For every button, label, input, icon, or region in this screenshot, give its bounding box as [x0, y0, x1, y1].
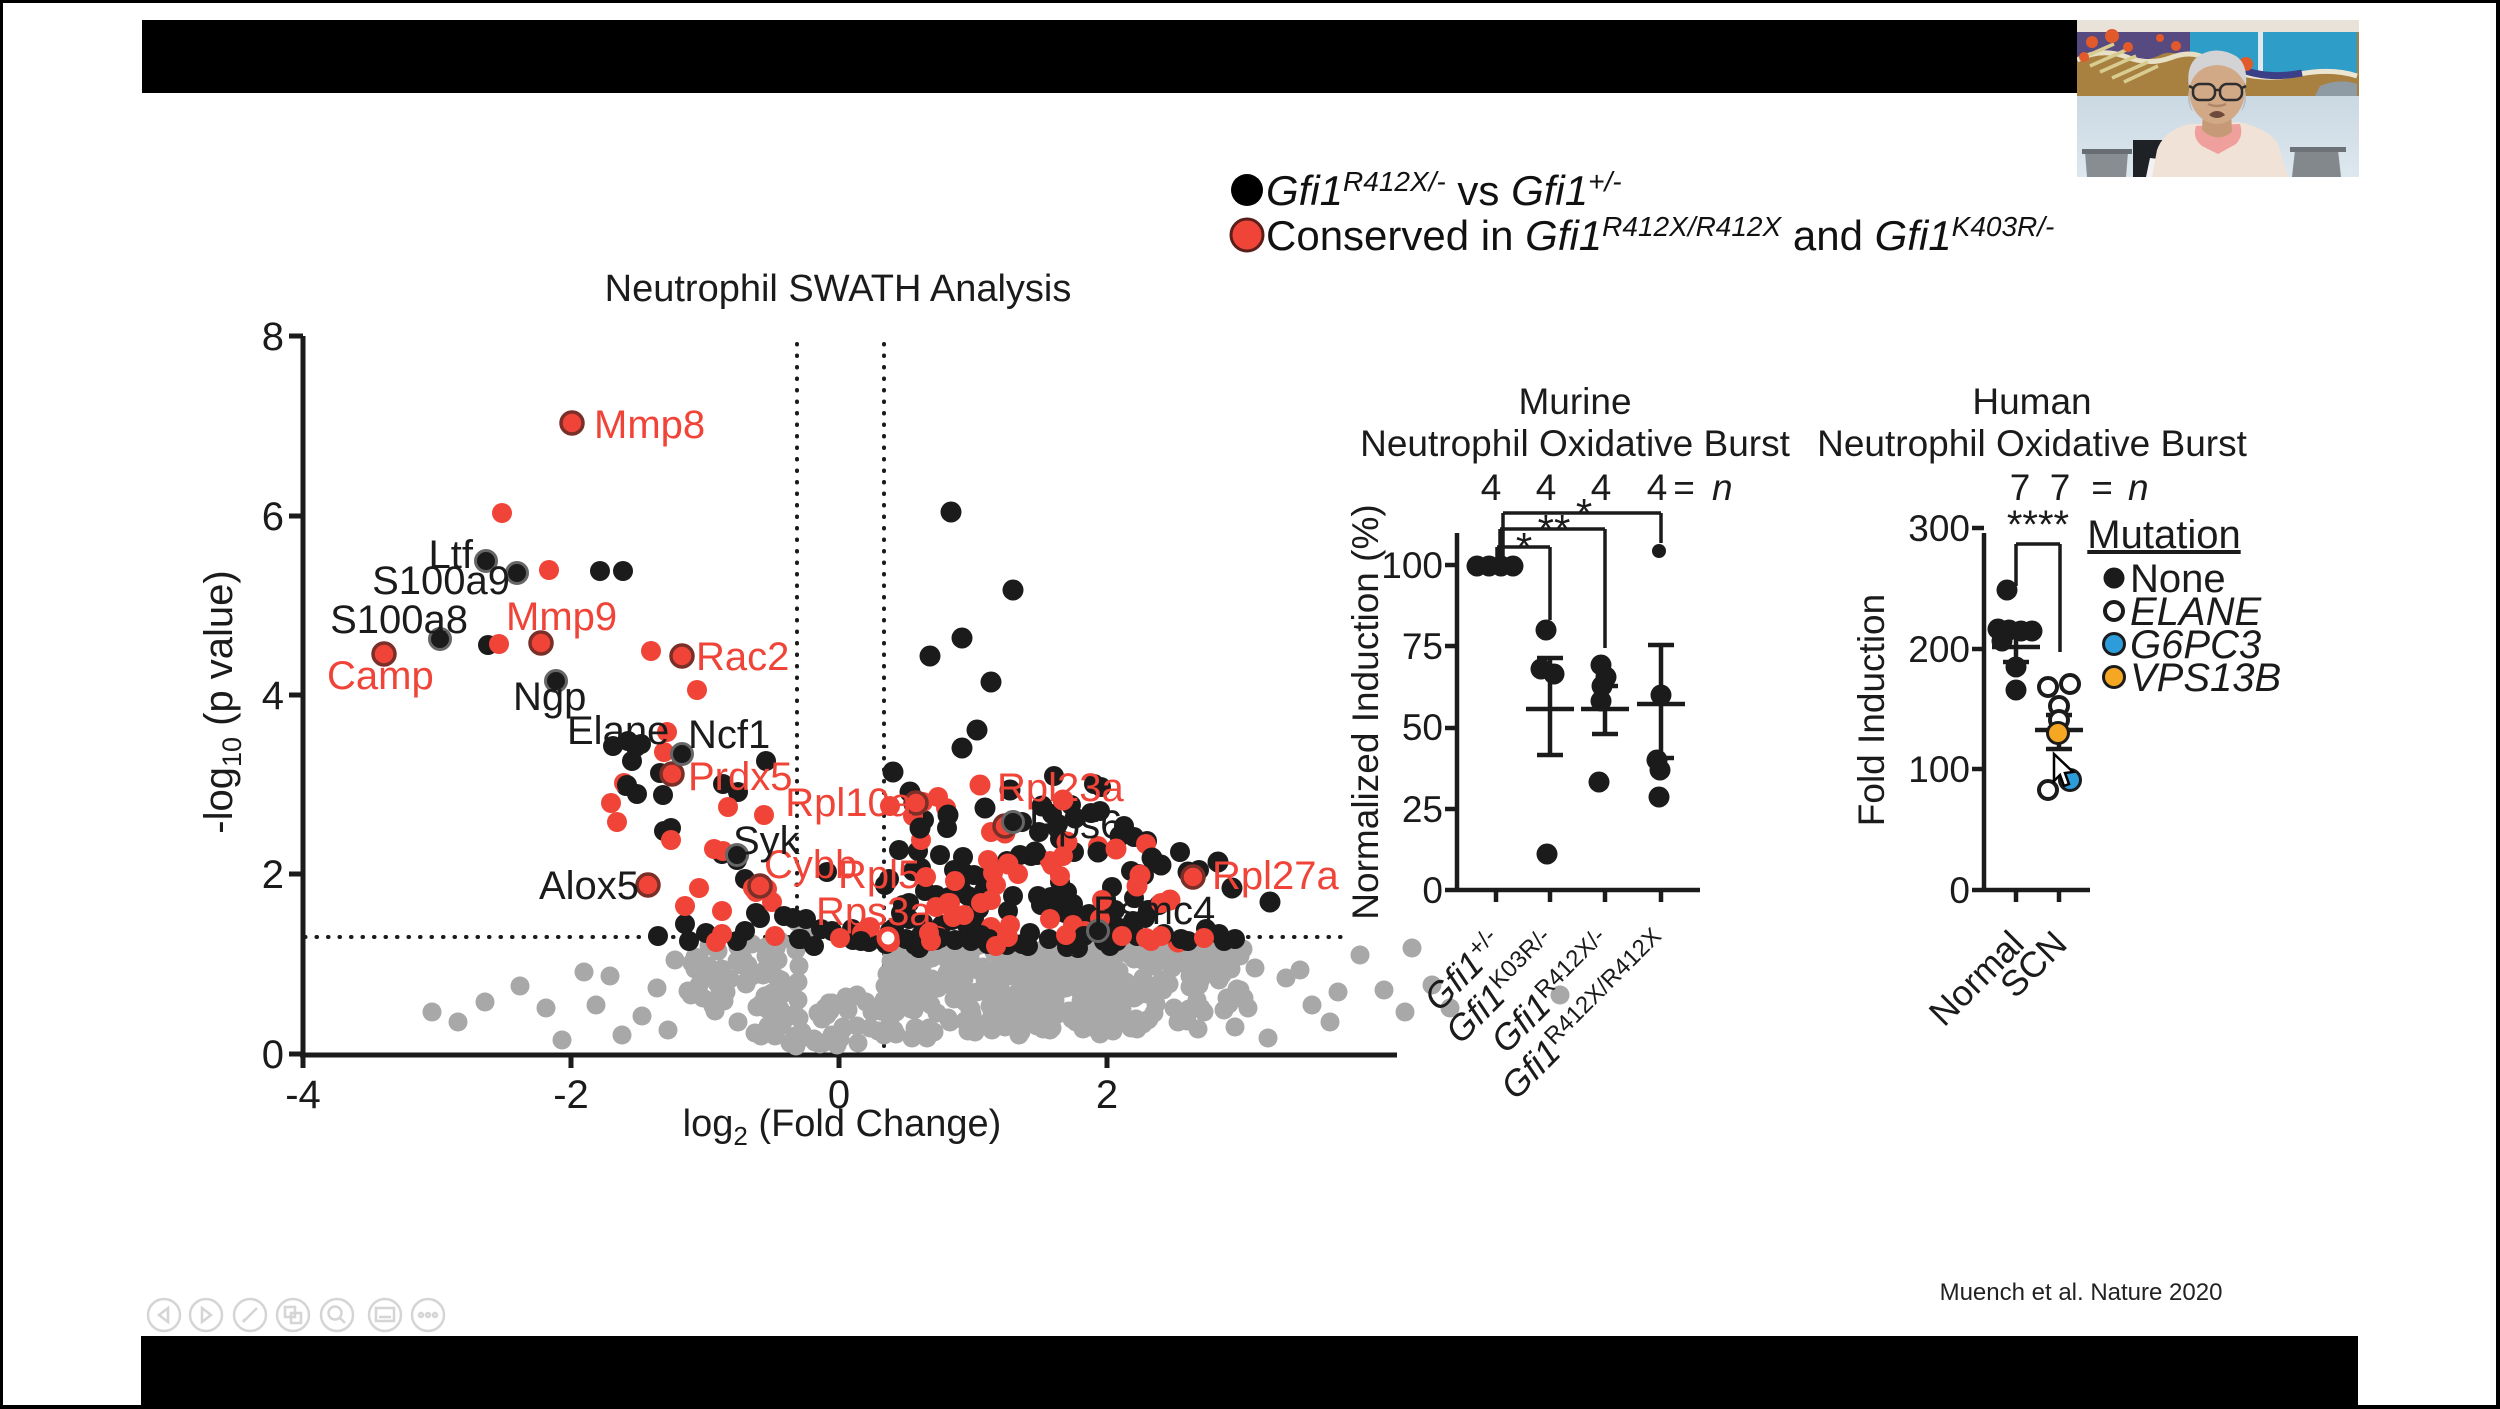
svg-text:100: 100	[1908, 749, 1970, 790]
svg-text:Rps3a: Rps3a	[816, 890, 932, 934]
svg-text:Mutation: Mutation	[2087, 513, 2240, 557]
svg-text:Rps6: Rps6	[1029, 803, 1122, 847]
svg-text:Gfi1R412X/- vs Gfi1+/-: Gfi1R412X/- vs Gfi1+/-	[1266, 166, 1622, 214]
svg-text:7: 7	[2010, 467, 2031, 508]
svg-text:Mmp9: Mmp9	[506, 595, 617, 639]
svg-text:Cybb: Cybb	[764, 843, 857, 887]
svg-text:4: 4	[262, 674, 284, 718]
svg-text:100: 100	[1381, 545, 1443, 586]
svg-text:0: 0	[1949, 870, 1970, 911]
svg-text:2: 2	[262, 853, 284, 897]
svg-text:Conserved in Gfi1R412X/R412X a: Conserved in Gfi1R412X/R412X and Gfi1K40…	[1266, 211, 2054, 259]
svg-text:Rpl23a: Rpl23a	[997, 766, 1125, 810]
svg-text:-4: -4	[285, 1073, 321, 1117]
svg-text:S100a9: S100a9	[372, 559, 510, 603]
svg-text:25: 25	[1402, 789, 1443, 830]
svg-text:0: 0	[262, 1033, 284, 1077]
svg-text:*: *	[1516, 524, 1532, 571]
svg-text:Alox5: Alox5	[539, 864, 639, 908]
svg-text:7: 7	[2050, 467, 2071, 508]
svg-text:4: 4	[1591, 467, 1612, 508]
svg-text:Rpl5: Rpl5	[838, 853, 920, 897]
svg-text:Human: Human	[1972, 381, 2091, 422]
svg-text:300: 300	[1908, 508, 1970, 549]
svg-text:0: 0	[1422, 870, 1443, 911]
svg-text:None: None	[2130, 557, 2226, 601]
svg-text:4: 4	[1647, 467, 1668, 508]
svg-text:Neutrophil SWATH Analysis: Neutrophil SWATH Analysis	[605, 268, 1072, 310]
svg-text:8: 8	[262, 315, 284, 359]
svg-text:S100a8: S100a8	[330, 598, 468, 642]
svg-text:Neutrophil Oxidative Burst: Neutrophil Oxidative Burst	[1817, 423, 2248, 464]
svg-text:Syk: Syk	[733, 819, 801, 863]
svg-text:Muench et al. Nature 2020: Muench et al. Nature 2020	[1940, 1279, 2223, 1306]
svg-text:Prdx5: Prdx5	[688, 755, 793, 799]
svg-text:200: 200	[1908, 629, 1970, 670]
svg-text:Normalized Induction (%): Normalized Induction (%)	[1345, 504, 1386, 919]
svg-text:Ltf: Ltf	[429, 533, 474, 577]
svg-text:Camp: Camp	[327, 654, 434, 698]
svg-text:6: 6	[262, 495, 284, 539]
svg-text:ELANE: ELANE	[2130, 590, 2262, 634]
svg-text:n: n	[2128, 467, 2149, 508]
svg-text:4: 4	[1481, 467, 1502, 508]
svg-text:50: 50	[1402, 707, 1443, 748]
svg-text:4: 4	[1536, 467, 1557, 508]
svg-text:log2 (Fold Change): log2 (Fold Change)	[683, 1103, 1002, 1151]
svg-text:Psmc4: Psmc4	[1093, 889, 1215, 933]
svg-text:0: 0	[828, 1073, 850, 1117]
svg-text:=: =	[1673, 467, 1695, 508]
svg-text:VPS13B: VPS13B	[2130, 656, 2281, 700]
svg-text:75: 75	[1402, 626, 1443, 667]
svg-text:Neutrophil Oxidative Burst: Neutrophil Oxidative Burst	[1360, 423, 1791, 464]
svg-text:Mmp8: Mmp8	[594, 403, 705, 447]
svg-text:G6PC3: G6PC3	[2130, 623, 2261, 667]
svg-text:Murine: Murine	[1518, 381, 1631, 422]
svg-text:Ngp: Ngp	[513, 675, 586, 719]
svg-text:Rpl27a: Rpl27a	[1212, 854, 1340, 898]
svg-text:Elane: Elane	[567, 709, 669, 753]
svg-text:*: *	[1576, 490, 1592, 537]
svg-text:Rpl10a: Rpl10a	[785, 781, 913, 825]
svg-text:n: n	[1712, 467, 1733, 508]
svg-text:2: 2	[1096, 1073, 1118, 1117]
svg-text:Fold Induction: Fold Induction	[1851, 594, 1892, 826]
svg-text:****: ****	[2007, 503, 2069, 547]
svg-text:-2: -2	[553, 1073, 589, 1117]
svg-text:-log10 (p value): -log10 (p value)	[197, 570, 247, 834]
svg-text:=: =	[2091, 467, 2113, 508]
svg-text:Ncf1: Ncf1	[688, 713, 770, 757]
svg-text:Rac2: Rac2	[696, 635, 789, 679]
